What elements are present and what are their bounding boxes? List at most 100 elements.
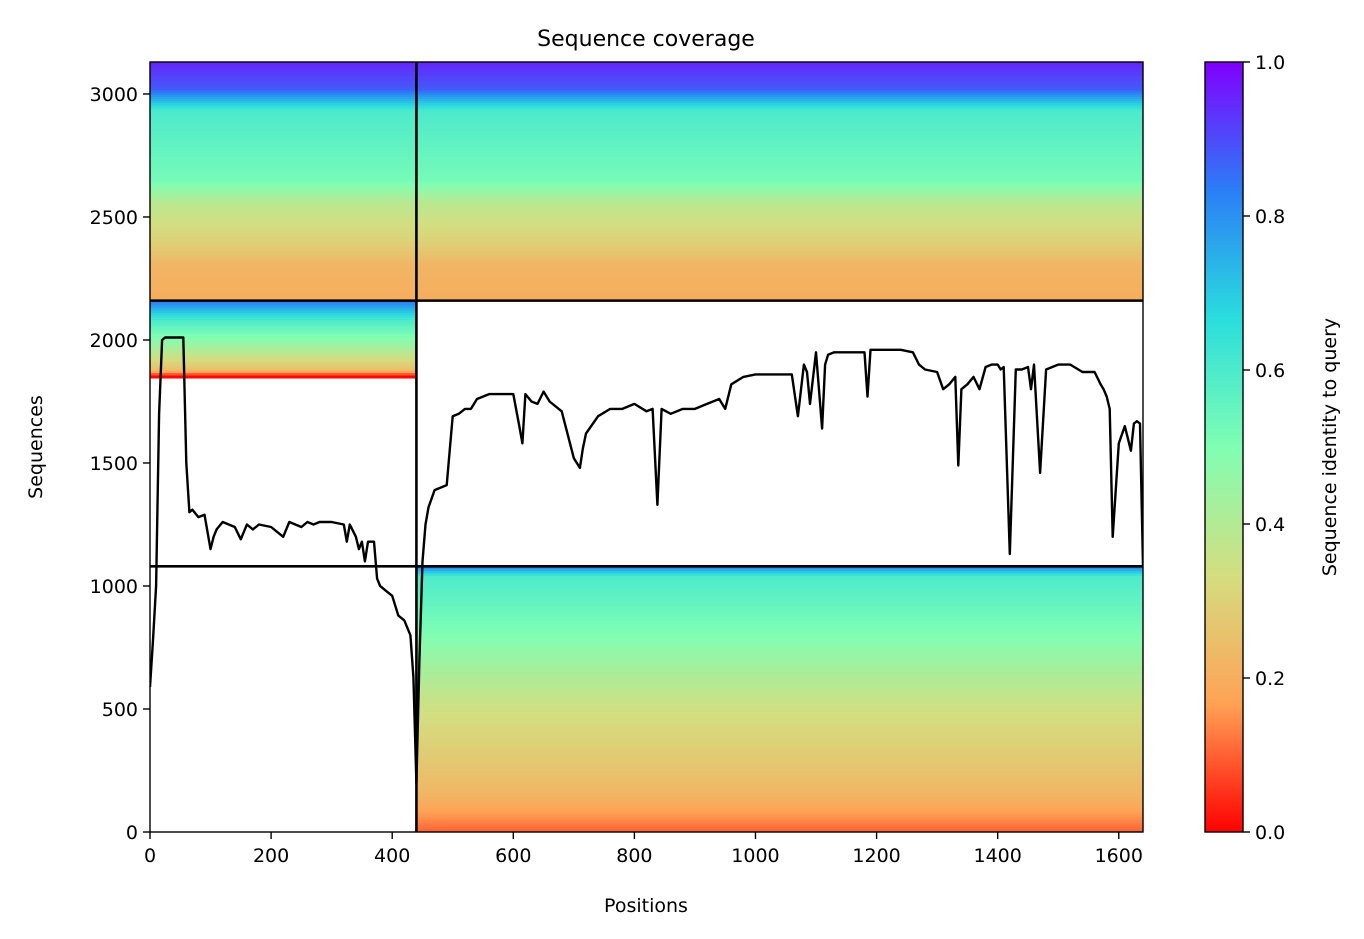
heatmap-row xyxy=(416,761,1143,765)
y-axis-label: Sequences xyxy=(25,395,47,499)
heatmap-row xyxy=(416,636,1143,640)
heatmap-row xyxy=(416,655,1143,659)
heatmap-row xyxy=(416,687,1143,691)
heatmap-row xyxy=(416,675,1143,679)
heatmap-row xyxy=(150,77,1143,80)
heatmap-row xyxy=(416,638,1143,642)
heatmap-row xyxy=(416,730,1143,734)
heatmap-row xyxy=(150,118,1143,122)
heatmap-row xyxy=(150,289,1143,293)
heatmap-row xyxy=(416,754,1143,758)
heatmap-row xyxy=(150,307,417,311)
heatmap-row xyxy=(150,283,1143,287)
heatmap-row xyxy=(416,653,1143,657)
heatmap-row xyxy=(150,244,1143,247)
heatmap-row xyxy=(150,181,1143,185)
plot-frame xyxy=(149,61,1144,833)
heatmap-row xyxy=(416,732,1143,736)
heatmap-row xyxy=(416,575,1143,579)
heatmap-row xyxy=(150,300,417,304)
heatmap-row xyxy=(150,233,1143,237)
heatmap-row xyxy=(150,235,1143,239)
heatmap-row xyxy=(416,595,1143,599)
heatmap-row xyxy=(416,708,1143,712)
heatmap-row xyxy=(150,109,1143,113)
y-tick-label: 1000 xyxy=(90,576,138,598)
heatmap-row xyxy=(150,187,1143,191)
heatmap-row xyxy=(416,684,1143,688)
heatmap-row xyxy=(150,294,1143,297)
heatmap-row xyxy=(416,619,1143,623)
heatmap-row xyxy=(150,303,417,307)
heatmap-row xyxy=(416,609,1143,613)
y-tick-label: 1500 xyxy=(90,453,138,475)
heatmap-row xyxy=(150,172,1143,176)
heatmap-row xyxy=(416,824,1143,828)
heatmap-row xyxy=(150,68,1143,72)
heatmap-row xyxy=(416,771,1143,775)
heatmap-row xyxy=(416,612,1143,616)
heatmap-row xyxy=(416,819,1143,823)
heatmap-row xyxy=(150,81,1143,85)
heatmap-row xyxy=(416,607,1143,611)
heatmap-row xyxy=(416,600,1143,604)
heatmap-block-paired xyxy=(150,62,1143,302)
heatmap-row xyxy=(150,361,417,365)
heatmap-row xyxy=(150,305,417,309)
colorbar-tick-label: 0.8 xyxy=(1255,206,1285,228)
coverage-line xyxy=(150,336,1143,784)
heatmap-row xyxy=(416,723,1143,727)
heatmap-row xyxy=(416,682,1143,686)
colorbar-tick-label: 0.2 xyxy=(1255,668,1285,690)
heatmap-row xyxy=(416,631,1143,635)
heatmap-row xyxy=(416,573,1143,577)
heatmap-row xyxy=(150,319,417,323)
heatmap-row xyxy=(150,64,1143,67)
heatmap-row xyxy=(416,822,1143,826)
heatmap-row xyxy=(150,72,1143,76)
heatmap-row xyxy=(416,585,1143,589)
heatmap-row xyxy=(416,725,1143,729)
heatmap-row xyxy=(416,566,1143,570)
heatmap-row xyxy=(150,287,1143,291)
heatmap-row xyxy=(416,590,1143,594)
x-tick-label: 200 xyxy=(253,845,289,867)
colorbar-label: Sequence identity to query xyxy=(1319,318,1341,576)
heatmap-row xyxy=(416,805,1143,809)
heatmap-row xyxy=(416,602,1143,606)
heatmap-row xyxy=(150,231,1143,234)
coverage-heatmap xyxy=(150,62,1143,832)
heatmap-row xyxy=(416,815,1143,819)
heatmap-row xyxy=(150,356,417,360)
x-tick-label: 1400 xyxy=(974,845,1022,867)
x-axis-label: Positions xyxy=(604,895,688,917)
heatmap-row xyxy=(150,246,1143,250)
heatmap-row xyxy=(150,198,1143,202)
heatmap-row xyxy=(150,239,1143,243)
heatmap-row xyxy=(416,571,1143,575)
heatmap-row xyxy=(150,255,1143,258)
heatmap-row xyxy=(416,786,1143,790)
colorbar-tick-label: 0.4 xyxy=(1255,514,1285,536)
y-tick-label: 2000 xyxy=(90,330,138,352)
heatmap-row xyxy=(150,229,1143,232)
heatmap-row xyxy=(416,769,1143,773)
heatmap-row xyxy=(416,588,1143,592)
heatmap-row xyxy=(150,129,1143,133)
heatmap-row xyxy=(416,617,1143,621)
heatmap-row xyxy=(150,159,1143,163)
heatmap-row xyxy=(150,62,1143,65)
y-tick-label: 500 xyxy=(102,699,138,721)
heatmap-row xyxy=(150,274,1143,278)
heatmap-row xyxy=(150,116,1143,120)
heatmap-row xyxy=(150,207,1143,211)
heatmap-row xyxy=(150,161,1143,165)
heatmap-row xyxy=(150,183,1143,187)
heatmap-row xyxy=(150,339,417,343)
heatmap-row xyxy=(150,341,417,345)
heatmap-row xyxy=(150,92,1143,96)
heatmap-row xyxy=(416,713,1143,717)
heatmap-row xyxy=(416,795,1143,799)
heatmap-row xyxy=(416,807,1143,811)
heatmap-row xyxy=(150,205,1143,208)
